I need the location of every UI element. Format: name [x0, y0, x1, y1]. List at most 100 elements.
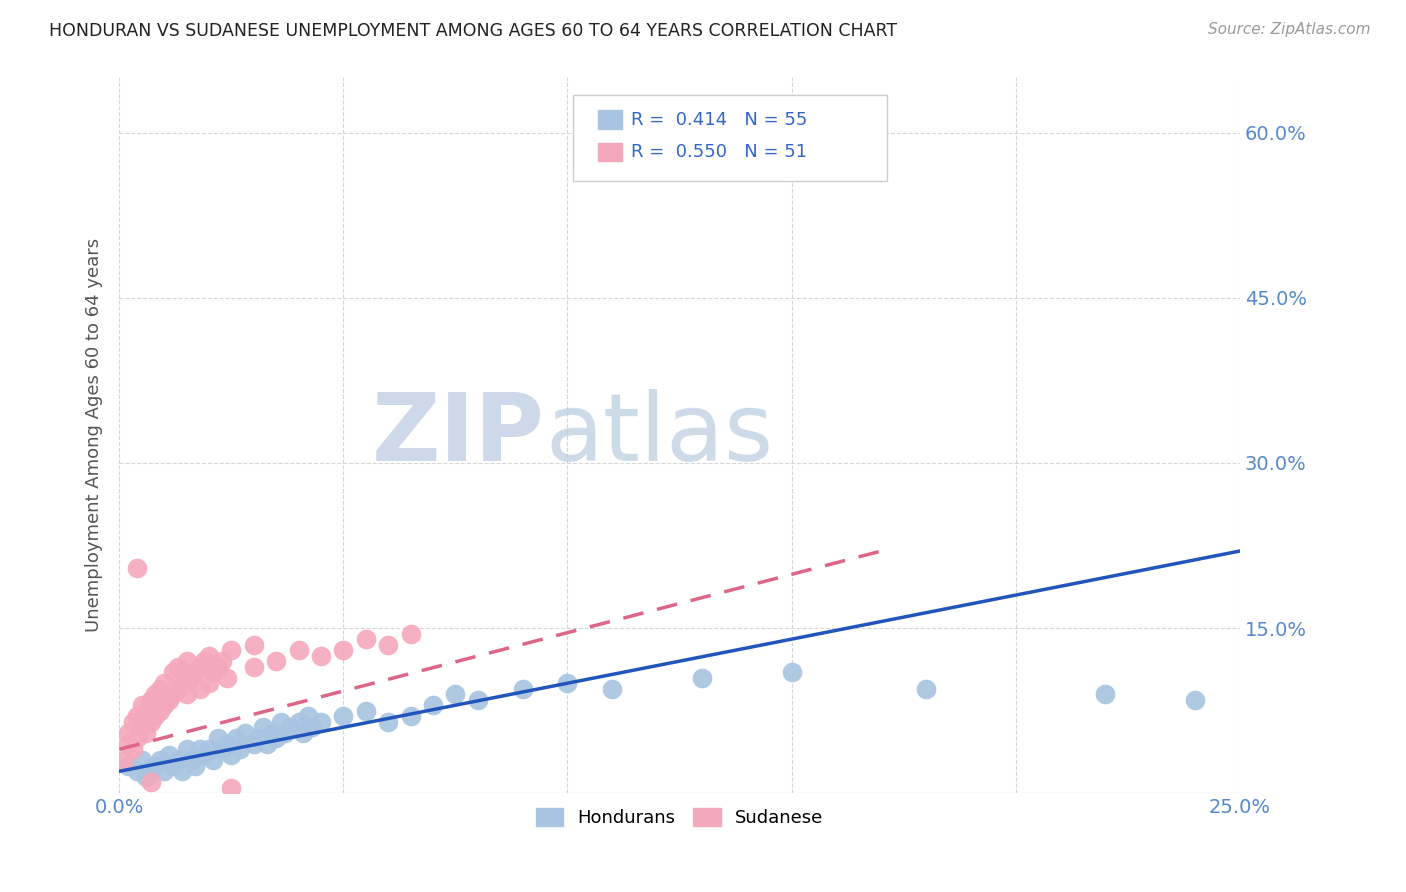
Point: [215, 671, 238, 685]
Point: [690, 671, 713, 685]
Point: [198, 742, 221, 756]
Legend: Hondurans, Sudanese: Hondurans, Sudanese: [529, 801, 831, 834]
Point: [377, 714, 399, 729]
Point: [166, 681, 188, 696]
Point: [153, 698, 176, 713]
Point: [166, 659, 188, 673]
Point: [278, 720, 301, 734]
Point: [221, 780, 243, 795]
Point: [149, 704, 172, 718]
Point: [274, 725, 297, 739]
Point: [292, 725, 315, 739]
Point: [233, 725, 256, 739]
Point: [211, 742, 233, 756]
Point: [422, 698, 444, 713]
Text: ZIP: ZIP: [373, 390, 546, 482]
Point: [135, 725, 157, 739]
Point: [121, 742, 143, 756]
Bar: [598, 143, 623, 161]
Text: Source: ZipAtlas.com: Source: ZipAtlas.com: [1208, 22, 1371, 37]
Point: [131, 698, 153, 713]
Point: [202, 753, 225, 767]
Point: [157, 692, 180, 706]
Point: [252, 720, 274, 734]
Point: [170, 676, 193, 690]
Point: [256, 737, 278, 751]
Point: [188, 742, 211, 756]
Point: [287, 643, 309, 657]
Point: [600, 681, 623, 696]
Point: [135, 704, 157, 718]
Point: [780, 665, 803, 680]
Point: [221, 643, 243, 657]
Point: [512, 681, 534, 696]
Point: [162, 665, 184, 680]
Point: [143, 709, 166, 723]
Bar: [598, 111, 623, 129]
Point: [309, 714, 332, 729]
Point: [332, 643, 354, 657]
Point: [207, 731, 229, 746]
Point: [127, 731, 149, 746]
Point: [332, 709, 354, 723]
Point: [377, 638, 399, 652]
Point: [149, 681, 172, 696]
Point: [354, 704, 377, 718]
Point: [184, 665, 207, 680]
Point: [1094, 687, 1116, 701]
Point: [915, 681, 938, 696]
Point: [127, 709, 149, 723]
Point: [157, 747, 180, 762]
Point: [264, 731, 287, 746]
Point: [117, 725, 139, 739]
Point: [198, 676, 221, 690]
Point: [143, 687, 166, 701]
Point: [225, 731, 247, 746]
Point: [131, 753, 153, 767]
Point: [170, 764, 193, 779]
Point: [127, 560, 149, 574]
Point: [297, 709, 319, 723]
Point: [211, 654, 233, 668]
Y-axis label: Unemployment Among Ages 60 to 64 years: Unemployment Among Ages 60 to 64 years: [86, 238, 103, 632]
Point: [188, 681, 211, 696]
Point: [153, 764, 176, 779]
Text: R =  0.550   N = 51: R = 0.550 N = 51: [631, 143, 807, 161]
Point: [202, 665, 225, 680]
Point: [176, 654, 198, 668]
Point: [176, 687, 198, 701]
Point: [139, 775, 162, 789]
Point: [121, 714, 143, 729]
Point: [143, 759, 166, 773]
Point: [139, 764, 162, 779]
Point: [188, 659, 211, 673]
Point: [264, 654, 287, 668]
Point: [215, 737, 238, 751]
Point: [270, 714, 292, 729]
Point: [112, 753, 135, 767]
Point: [149, 753, 172, 767]
Point: [354, 632, 377, 647]
FancyBboxPatch shape: [574, 95, 887, 181]
Point: [467, 692, 489, 706]
Point: [247, 731, 270, 746]
Point: [135, 770, 157, 784]
Point: [131, 720, 153, 734]
Point: [301, 720, 323, 734]
Point: [198, 648, 221, 663]
Point: [117, 737, 139, 751]
Point: [309, 648, 332, 663]
Point: [166, 753, 188, 767]
Point: [117, 759, 139, 773]
Point: [399, 626, 422, 640]
Point: [207, 659, 229, 673]
Point: [444, 687, 467, 701]
Text: atlas: atlas: [546, 390, 773, 482]
Point: [287, 714, 309, 729]
Point: [180, 671, 202, 685]
Point: [176, 742, 198, 756]
Point: [193, 747, 215, 762]
Point: [153, 676, 176, 690]
Point: [242, 737, 264, 751]
Point: [242, 638, 264, 652]
